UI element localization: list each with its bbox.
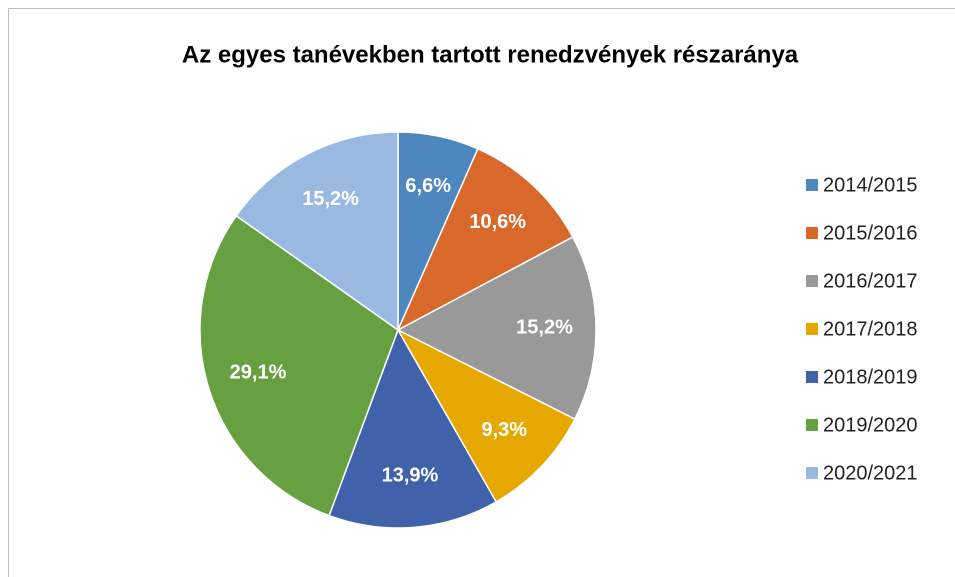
legend-label: 2016/2017 <box>823 270 918 292</box>
data-label: 15,2% <box>516 317 573 339</box>
legend-swatch <box>806 227 818 239</box>
legend-swatch <box>806 419 818 431</box>
data-label: 29,1% <box>230 362 287 384</box>
legend-swatch <box>806 179 818 191</box>
pie-slice <box>396 147 574 332</box>
legend-swatch <box>806 323 818 335</box>
data-label: 15,2% <box>302 188 359 210</box>
legend-label: 2014/2015 <box>823 174 918 196</box>
legend-label: 2015/2016 <box>823 222 918 244</box>
data-label: 6,6% <box>405 175 451 197</box>
data-label: 9,3% <box>481 419 527 441</box>
legend-swatch <box>806 371 818 383</box>
pie-slice <box>396 235 597 421</box>
chart-title: Az egyes tanévekben tartott renedzvények… <box>182 41 799 68</box>
data-label: 13,9% <box>382 464 439 486</box>
pie-slice <box>328 328 498 529</box>
pie-slice <box>235 131 399 332</box>
pie-slice <box>199 214 399 517</box>
legend-swatch <box>806 467 818 479</box>
legend-label: 2017/2018 <box>823 318 918 340</box>
data-label: 10,6% <box>469 211 526 233</box>
legend-label: 2019/2020 <box>823 414 918 436</box>
legend-label: 2020/2021 <box>823 462 918 484</box>
legend-swatch <box>806 275 818 287</box>
legend-label: 2018/2019 <box>823 366 918 388</box>
pie-slice <box>396 328 576 503</box>
